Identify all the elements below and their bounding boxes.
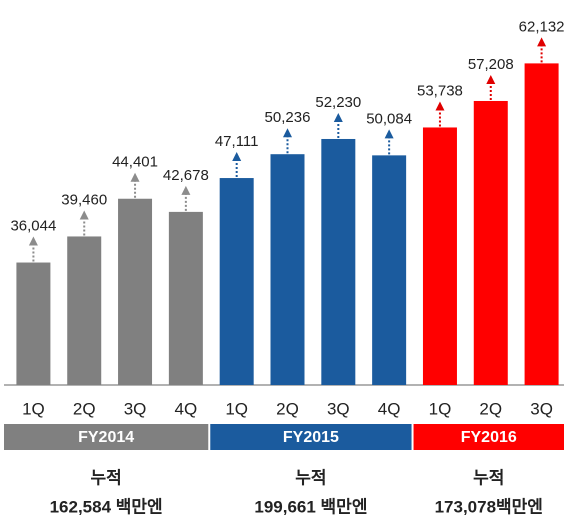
arrow-head <box>486 74 496 84</box>
bar <box>219 178 254 385</box>
arrow-head <box>232 152 242 162</box>
total-value: 173,078백만엔 <box>435 497 543 516</box>
bar <box>270 154 305 385</box>
x-tick-label: 1Q <box>22 399 45 418</box>
x-tick-label: 1Q <box>225 399 248 418</box>
value-label: 57,208 <box>468 56 514 73</box>
arrow-head <box>28 236 38 246</box>
value-label: 44,401 <box>112 154 158 171</box>
arrow-head <box>130 172 140 182</box>
value-label: 62,132 <box>519 18 565 35</box>
bar <box>168 211 203 385</box>
bar <box>422 127 457 385</box>
value-label: 50,236 <box>265 109 311 126</box>
x-tick-label: 4Q <box>175 399 198 418</box>
x-tick-label: 2Q <box>276 399 299 418</box>
x-tick-label: 3Q <box>124 399 147 418</box>
total-value: 162,584 백만엔 <box>50 497 163 516</box>
x-tick-label: 1Q <box>429 399 452 418</box>
value-label: 53,738 <box>417 82 463 99</box>
arrow-head <box>79 210 89 220</box>
bar <box>372 155 407 385</box>
value-label: 42,678 <box>163 167 209 184</box>
value-label: 39,460 <box>61 191 107 208</box>
value-label: 50,084 <box>366 110 412 127</box>
value-label: 47,111 <box>215 133 259 150</box>
bar <box>16 262 51 385</box>
x-tick-label: 2Q <box>479 399 502 418</box>
arrow-head <box>537 37 547 47</box>
total-title: 누적 <box>295 468 326 487</box>
group-label: FY2014 <box>78 429 134 446</box>
bar <box>67 236 102 385</box>
bar <box>524 63 559 386</box>
arrow-head <box>181 185 191 195</box>
arrow-head <box>283 128 292 138</box>
total-title: 누적 <box>473 468 504 487</box>
arrow-head <box>384 129 394 139</box>
group-band <box>4 424 209 450</box>
total-value: 199,661 백만엔 <box>254 497 367 516</box>
x-tick-label: 4Q <box>378 399 401 418</box>
group-band <box>413 424 564 450</box>
bar <box>473 100 508 385</box>
bar <box>321 138 356 385</box>
group-label: FY2015 <box>283 429 339 446</box>
value-label: 52,230 <box>315 94 361 111</box>
x-tick-label: 3Q <box>530 399 553 418</box>
total-title: 누적 <box>90 468 121 487</box>
bar <box>118 198 153 385</box>
x-tick-label: 2Q <box>73 399 96 418</box>
value-label: 36,044 <box>10 217 56 234</box>
x-tick-label: 3Q <box>327 399 350 418</box>
arrow-head <box>435 101 445 111</box>
group-label: FY2016 <box>461 429 517 446</box>
group-band <box>210 424 412 450</box>
arrow-head <box>333 112 343 122</box>
